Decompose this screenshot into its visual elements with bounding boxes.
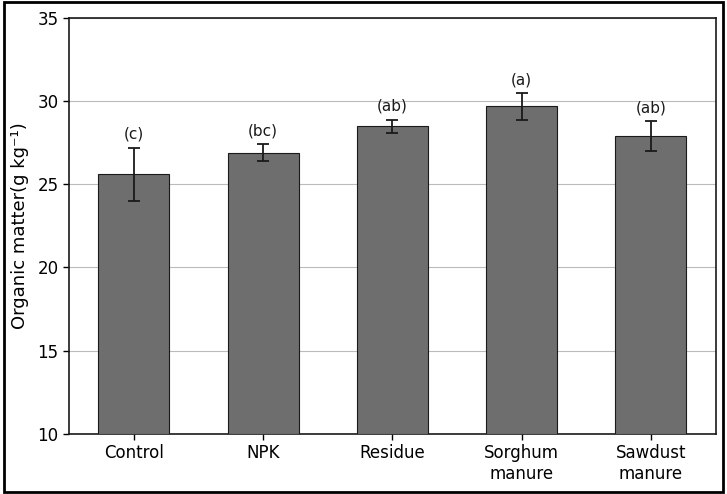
Text: (ab): (ab) xyxy=(635,100,667,116)
Bar xyxy=(98,174,169,434)
Y-axis label: Organic matter(g kg⁻¹): Organic matter(g kg⁻¹) xyxy=(11,123,29,329)
Text: (ab): (ab) xyxy=(377,99,408,114)
Bar xyxy=(615,136,686,434)
Text: (bc): (bc) xyxy=(248,124,278,139)
Bar xyxy=(486,106,557,434)
Bar xyxy=(357,126,428,434)
Text: (a): (a) xyxy=(511,72,532,87)
Bar xyxy=(228,153,299,434)
Text: (c): (c) xyxy=(124,127,144,142)
